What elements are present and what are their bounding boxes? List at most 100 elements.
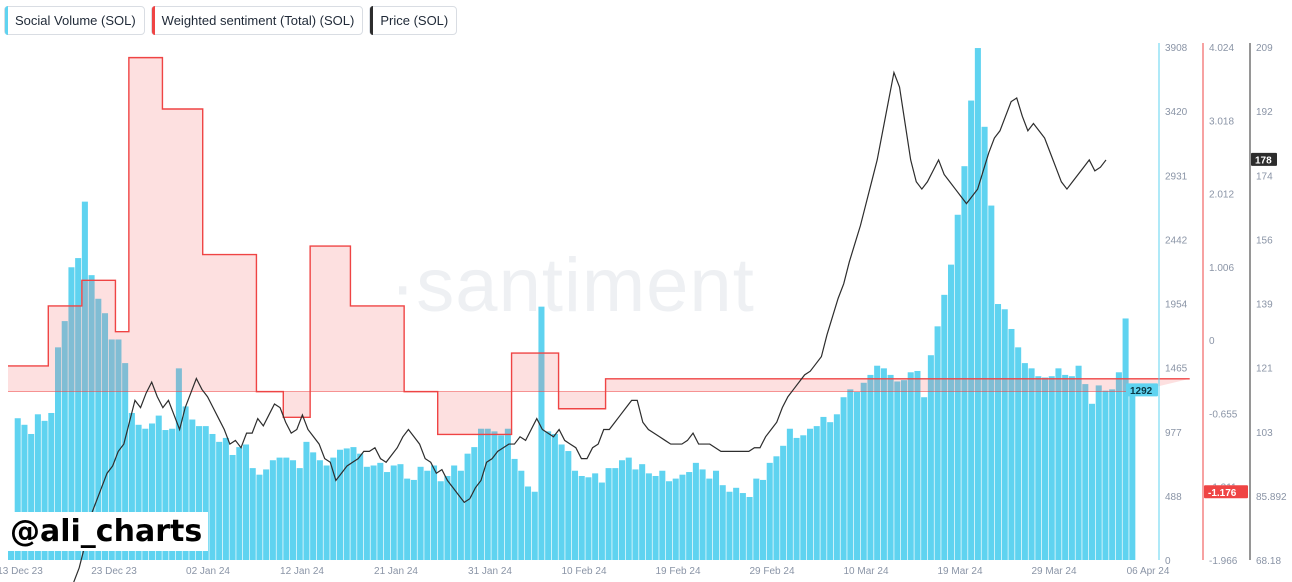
volume-bar [598,482,605,560]
volume-bar [491,431,498,560]
legend-item-social-volume[interactable]: Social Volume (SOL) [4,6,145,35]
volume-bar [451,465,458,560]
volume-bar [988,205,995,560]
volume-bar [921,397,928,560]
volume-bar [310,452,317,560]
legend-item-price[interactable]: Price (SOL) [369,6,458,35]
volume-bar [417,466,424,560]
sentiment-axis-current-value: -1.176 [1208,488,1237,499]
volume-bar [41,420,48,560]
x-tick-label: 21 Jan 24 [374,566,418,577]
social-volume-bars [8,48,1136,561]
sentiment-series [8,56,1190,436]
volume-bar [68,267,75,560]
volume-bar [504,428,511,560]
volume-bar [330,457,337,560]
volume-bar [283,457,290,560]
x-tick-label: 10 Feb 24 [561,566,606,577]
volume-bar [384,472,391,560]
volume-bar [323,465,330,560]
volume-bar [236,447,243,560]
volume-bar [880,368,887,560]
volume-bar [169,428,176,560]
volume-bar [1089,403,1096,560]
legend-item-weighted-sentiment[interactable]: Weighted sentiment (Total) (SOL) [150,6,364,35]
x-tick-label: 12 Jan 24 [280,566,324,577]
volume-bar [162,430,169,560]
volume-bar [954,214,961,560]
sentiment-axis-current-badge [1204,485,1248,499]
volume-bar [135,424,142,560]
volume-bar [14,418,21,560]
volume-bar [75,258,82,560]
volume-bar [847,389,854,560]
volume-bar [81,201,88,560]
x-tick-label: 29 Feb 24 [749,566,794,577]
volume-bar [766,462,773,560]
volume-bar [108,339,115,560]
volume-bar [545,431,552,560]
social-volume-axis-tick-label: 2442 [1165,235,1188,246]
volume-bar [1021,363,1028,560]
volume-bar [1129,390,1136,560]
volume-bar [827,422,834,560]
volume-bar [934,326,941,560]
volume-bar [1008,328,1015,560]
price-line [73,70,1107,582]
volume-bar [713,470,720,560]
volume-bar [1042,377,1049,560]
volume-bar [404,478,411,560]
volume-bar [263,469,270,560]
volume-bar [55,347,62,560]
volume-bar [813,426,820,560]
social-volume-axis-tick-label: 3420 [1165,107,1188,118]
price-axis-tick-label: 68.18 [1256,556,1281,567]
santiment-watermark: ·santiment [390,243,755,328]
volume-bar [625,457,632,560]
volume-bar [887,374,894,560]
volume-bar [1109,389,1116,560]
x-tick-label: 31 Jan 24 [468,566,512,577]
volume-bar [739,493,746,560]
legend-swatch-price [370,6,374,35]
volume-bar [1068,376,1075,560]
volume-bar [672,478,679,560]
volume-bar [1075,365,1082,560]
x-tick-label: 19 Feb 24 [655,566,700,577]
volume-bar [820,416,827,560]
volume-bar [538,306,545,560]
volume-bar [961,166,968,560]
volume-bar [363,466,370,560]
volume-bar [471,447,478,560]
volume-bar [155,415,162,560]
volume-bar [511,458,518,560]
volume-bar [189,419,196,560]
x-tick-label: 02 Jan 24 [186,566,230,577]
volume-bar [1122,318,1129,560]
volume-bar [337,449,344,560]
volume-bar [498,435,505,560]
volume-bar [1028,368,1035,560]
volume-bar [860,382,867,560]
volume-bar [632,469,639,560]
volume-bar [88,275,95,560]
volume-bar [605,468,612,560]
volume-bar [995,304,1002,560]
volume-bar [726,491,733,560]
volume-bar [659,470,666,560]
volume-bar [303,441,310,560]
price-axis-current-value: 178 [1255,155,1272,166]
volume-bar [652,475,659,560]
volume-bar [907,372,914,560]
volume-bar [216,441,223,560]
volume-bar [793,437,800,560]
volume-bar [551,433,558,560]
volume-bar [437,481,444,560]
volume-bar [1115,372,1122,560]
sentiment-axis-tick-label: 1.006 [1209,263,1234,274]
legend-label-social-volume: Social Volume (SOL) [15,13,136,28]
volume-bar [572,470,579,560]
volume-bar [927,355,934,560]
price-axis-tick-label: 156 [1256,235,1273,246]
